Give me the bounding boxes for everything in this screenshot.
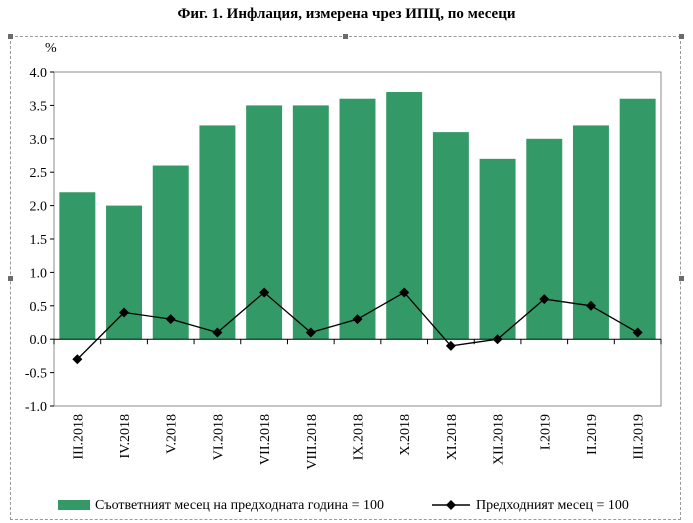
line-point	[72, 354, 83, 365]
x-tick-labels: III.2018 IV.2018 V.2018 VI.2018 VII.2018 VIII…	[71, 414, 646, 470]
bar	[292, 105, 329, 340]
y-axis-unit-label: %	[45, 41, 57, 56]
y-tick-label: 1.5	[30, 233, 48, 248]
line-point	[352, 314, 363, 325]
line-point	[119, 307, 130, 318]
x-tick-label: I.2019	[538, 414, 553, 450]
bar	[339, 98, 376, 340]
frame-handle-right	[679, 276, 684, 281]
legend: Съответният месец на предходната година …	[58, 498, 629, 513]
line-point	[305, 327, 316, 338]
frame-handle-top-left	[8, 34, 13, 39]
y-tick-label: 0.0	[30, 333, 48, 348]
bar	[619, 98, 656, 340]
y-tick-label: 2.0	[30, 200, 48, 215]
x-tick-label: XI.2018	[445, 414, 460, 460]
line-point	[165, 314, 176, 325]
line-point	[539, 294, 550, 305]
y-tick-label: -0.5	[25, 367, 47, 382]
bar	[432, 132, 469, 340]
x-tick-label: III.2019	[632, 414, 647, 460]
x-tick-label: VII.2018	[258, 414, 273, 465]
bar	[59, 192, 96, 340]
y-tick-label: 0.5	[30, 300, 48, 315]
line-point	[212, 327, 223, 338]
line-point	[492, 334, 503, 345]
line-point	[399, 287, 410, 298]
x-tick-marks	[53, 339, 662, 345]
bar	[386, 92, 423, 340]
x-tick-label: X.2018	[398, 414, 413, 456]
y-tick-label: -1.0	[25, 400, 47, 415]
legend-line-label: Предходният месец = 100	[476, 498, 629, 513]
legend-line-marker	[446, 500, 456, 510]
x-tick-label: V.2018	[165, 414, 180, 454]
x-tick-label: IV.2018	[118, 414, 133, 458]
line-point	[585, 300, 596, 311]
x-tick-label: VI.2018	[211, 414, 226, 460]
x-tick-label: III.2018	[71, 414, 86, 460]
line-point	[259, 287, 270, 298]
line-series	[72, 287, 643, 365]
bar	[526, 138, 563, 340]
y-tick-label: 1.0	[30, 266, 48, 281]
bar	[199, 125, 236, 340]
bar	[106, 205, 143, 340]
x-tick-label: II.2019	[585, 414, 600, 455]
bar	[246, 105, 283, 340]
chart-title: Фиг. 1. Инфлация, измерена чрез ИПЦ, по …	[177, 6, 516, 22]
line-point	[445, 340, 456, 351]
y-tick-label: 4.0	[30, 66, 48, 81]
y-tick-label: 3.5	[30, 99, 48, 114]
y-tick-label: 3.0	[30, 133, 48, 148]
line-point	[632, 327, 643, 338]
x-tick-label: VIII.2018	[305, 414, 320, 470]
frame-handle-top	[343, 34, 348, 39]
y-axis: 4.0 3.5 3.0 2.5 2.0 1.5 1.0 0.5 0.0 -0.5 -1.0	[25, 66, 54, 415]
x-tick-label: XII.2018	[492, 414, 507, 465]
x-tick-label: IX.2018	[352, 414, 367, 460]
legend-bar-label: Съответният месец на предходната година …	[95, 498, 384, 513]
frame-handle-left	[8, 276, 13, 281]
legend-bar-swatch	[58, 500, 90, 510]
bar	[152, 165, 189, 340]
bar	[479, 158, 516, 340]
y-tick-label: 2.5	[30, 166, 48, 181]
frame-handle-top-right	[679, 34, 684, 39]
